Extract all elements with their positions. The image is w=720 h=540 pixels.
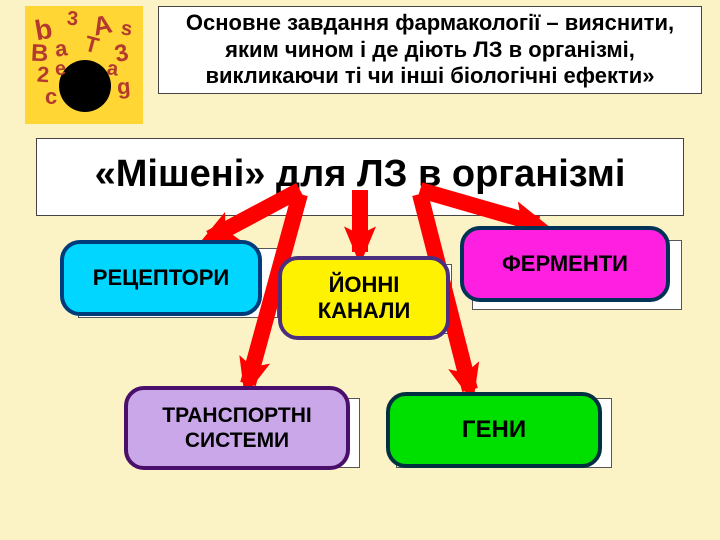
node-transport: ТРАНСПОРТНІ СИСТЕМИ bbox=[124, 386, 350, 470]
node-enzymes: ФЕРМЕНТИ bbox=[460, 226, 670, 302]
node-ion_channels: ЙОННІ КАНАЛИ bbox=[278, 256, 450, 340]
node-receptors: РЕЦЕПТОРИ bbox=[60, 240, 262, 316]
slide-stage: b3AsBaT32eacgОсновне завдання фармаколог… bbox=[0, 0, 720, 540]
brain-letters-icon: b3AsBaT32eacg bbox=[25, 6, 143, 124]
header-text: Основне завдання фармакології – вияснити… bbox=[158, 6, 702, 94]
node-genes: ГЕНИ bbox=[386, 392, 602, 468]
slide-title: «Мішені» для ЛЗ в організмі bbox=[52, 150, 668, 200]
